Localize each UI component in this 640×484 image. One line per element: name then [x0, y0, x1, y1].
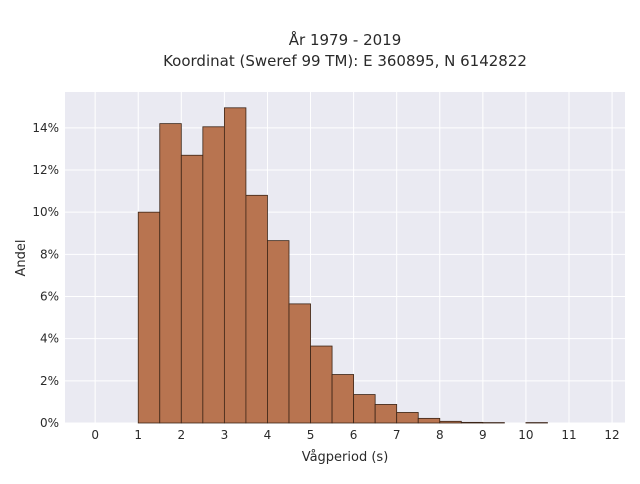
y-tick-label: 2%: [40, 374, 59, 388]
x-tick-label: 9: [479, 428, 487, 442]
histogram-bar: [418, 418, 440, 423]
x-tick-label: 3: [221, 428, 229, 442]
y-tick-layer: 0% 2% 4% 6% 8% 10% 12% 14%: [32, 121, 59, 430]
x-tick-label: 8: [436, 428, 444, 442]
y-tick-label: 4%: [40, 332, 59, 346]
chart-subtitle: Koordinat (Sweref 99 TM): E 360895, N 61…: [163, 52, 527, 70]
x-tick-label: 10: [518, 428, 533, 442]
histogram-bar: [181, 155, 203, 423]
y-tick-label: 0%: [40, 416, 59, 430]
histogram-bar: [138, 212, 160, 423]
histogram-bar: [289, 304, 311, 423]
x-tick-label: 11: [561, 428, 576, 442]
histogram-bar: [332, 375, 354, 423]
x-tick-label: 4: [264, 428, 272, 442]
y-tick-label: 14%: [32, 121, 59, 135]
x-tick-label: 5: [307, 428, 315, 442]
histogram-bar: [354, 395, 376, 423]
y-tick-label: 10%: [32, 205, 59, 219]
chart-title: År 1979 - 2019: [289, 30, 402, 49]
histogram-bar: [246, 195, 268, 423]
histogram-bar: [160, 124, 182, 423]
x-tick-label: 7: [393, 428, 401, 442]
y-tick-label: 6%: [40, 290, 59, 304]
x-axis-label: Vågperiod (s): [302, 450, 389, 465]
x-tick-label: 6: [350, 428, 358, 442]
x-tick-label: 2: [177, 428, 185, 442]
histogram-bar: [397, 412, 419, 423]
y-tick-label: 12%: [32, 163, 59, 177]
y-tick-label: 8%: [40, 247, 59, 261]
x-tick-label: 12: [604, 428, 619, 442]
x-tick-label: 1: [134, 428, 142, 442]
histogram-bar: [224, 108, 246, 423]
histogram-bar: [461, 422, 483, 423]
histogram-bar: [311, 346, 333, 423]
y-axis-label: Andel: [14, 240, 29, 277]
histogram-bar: [267, 241, 289, 423]
x-tick-label: 0: [91, 428, 99, 442]
histogram-bar: [203, 127, 225, 423]
histogram-bar: [440, 421, 462, 423]
histogram-bar: [375, 404, 397, 423]
